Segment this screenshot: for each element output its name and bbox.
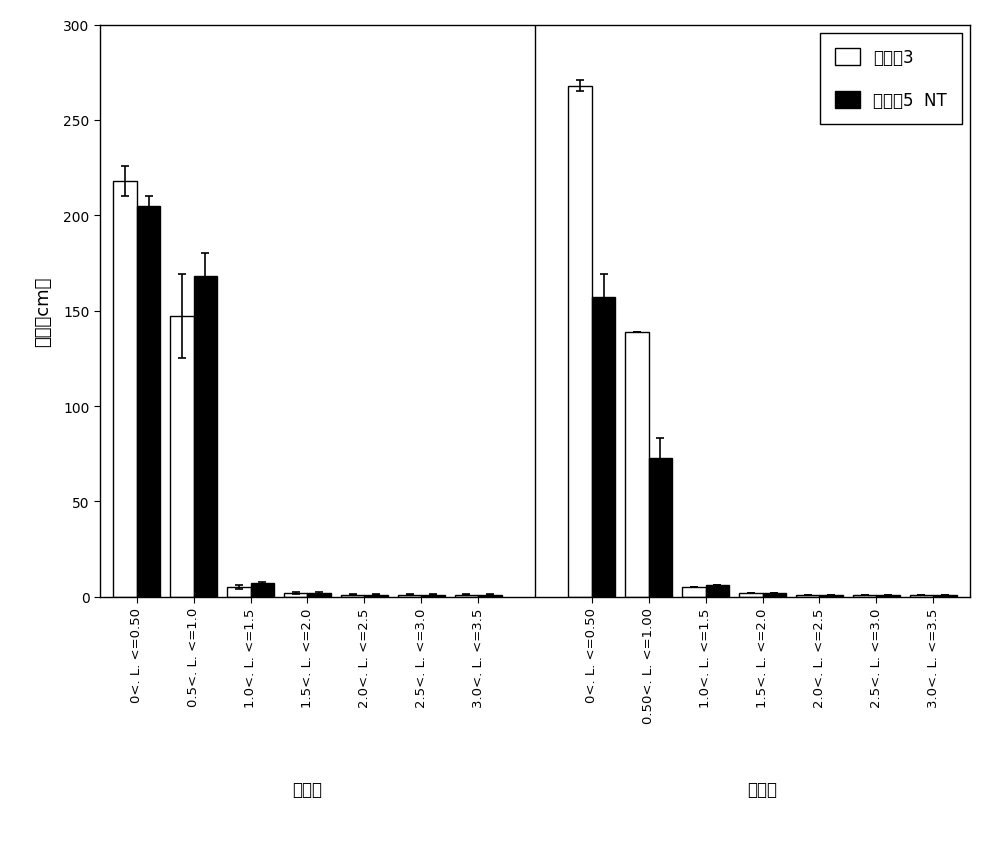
Text: 对照组: 对照组 — [292, 780, 322, 798]
Bar — [341, 595, 364, 597]
Text: 处理组: 处理组 — [748, 780, 778, 798]
Bar — [478, 595, 502, 597]
Bar — [592, 298, 615, 597]
Y-axis label: 根长（cm）: 根长（cm） — [34, 276, 52, 346]
Bar — [819, 595, 843, 597]
Bar — [933, 595, 957, 597]
Bar — [113, 182, 137, 597]
Bar — [739, 594, 763, 597]
Bar — [706, 586, 729, 597]
Bar — [682, 588, 706, 597]
Bar — [194, 277, 217, 597]
Bar — [364, 595, 388, 597]
Bar — [910, 595, 933, 597]
Bar — [649, 458, 672, 597]
Bar — [455, 595, 478, 597]
Bar — [170, 317, 194, 597]
Bar — [763, 594, 786, 597]
Bar — [625, 333, 649, 597]
Bar — [568, 86, 592, 597]
Bar — [876, 595, 900, 597]
Bar — [398, 595, 421, 597]
Legend: 转基因3, 转基因5  NT: 转基因3, 转基因5 NT — [820, 34, 962, 125]
Bar — [307, 594, 331, 597]
Bar — [137, 206, 160, 597]
Bar — [227, 588, 251, 597]
Bar — [796, 595, 819, 597]
Bar — [853, 595, 876, 597]
Bar — [421, 595, 445, 597]
Bar — [251, 583, 274, 597]
Bar — [284, 594, 307, 597]
